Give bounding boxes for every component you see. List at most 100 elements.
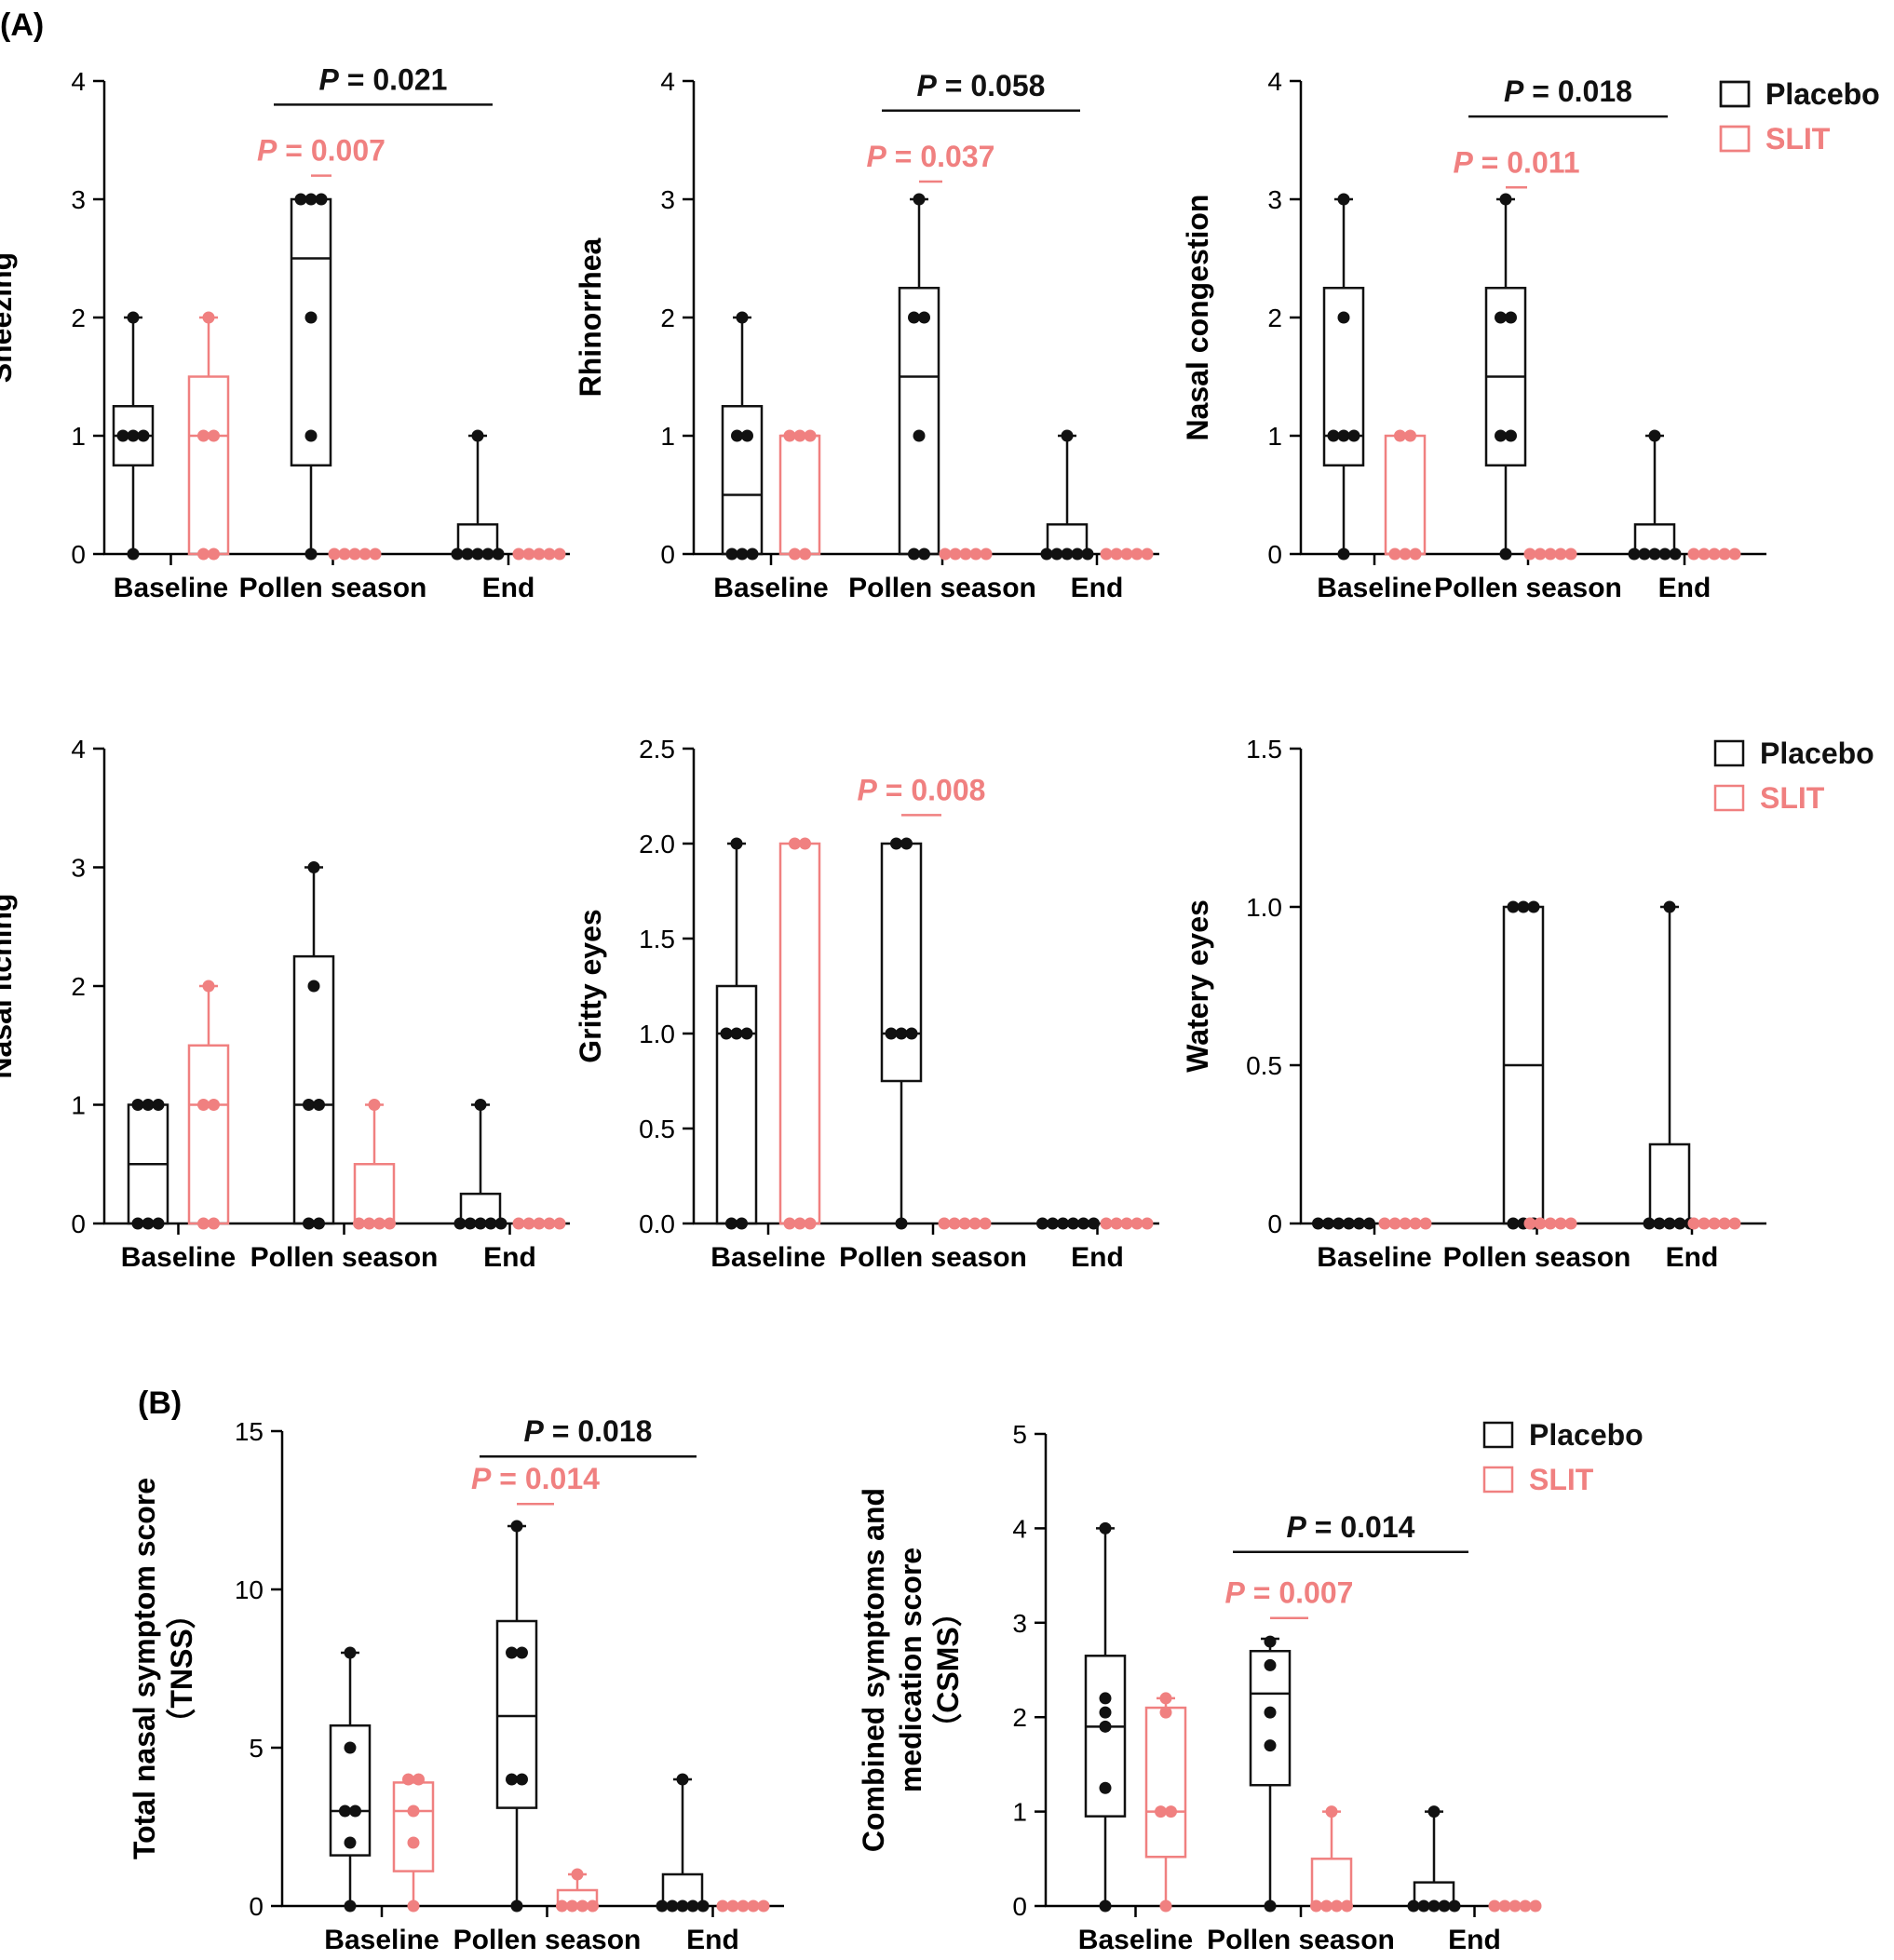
data-point: [1698, 1217, 1711, 1230]
x-tick-label: Baseline: [114, 573, 228, 603]
x-tick-label: End: [482, 573, 535, 603]
data-point: [303, 1217, 315, 1230]
data-point: [1141, 547, 1154, 561]
box-placebo-1: [1484, 193, 1527, 561]
data-point: [736, 311, 749, 324]
data-point: [571, 1868, 584, 1881]
data-point: [474, 1217, 487, 1230]
box-slit-0: [392, 1773, 435, 1913]
data-point: [1505, 311, 1517, 324]
data-point: [1653, 1217, 1666, 1230]
x-tick-label: Baseline: [1317, 1242, 1431, 1273]
box-slit-1: [328, 547, 382, 561]
data-point: [939, 547, 952, 561]
data-point: [1708, 547, 1721, 561]
data-point: [1081, 547, 1094, 561]
x-tick-label: Pollen season: [848, 573, 1036, 603]
data-point: [1088, 1217, 1100, 1230]
data-point: [736, 547, 749, 561]
data-point: [471, 547, 484, 561]
data-point: [895, 1217, 908, 1230]
y-axis-label-line: （CSMS）: [931, 1597, 965, 1742]
data-point: [1130, 1217, 1143, 1230]
box-iqr: [1084, 1655, 1127, 1818]
y-axis-label-line: Nasal itching: [0, 893, 18, 1078]
data-point: [918, 547, 930, 561]
x-tick-label: Pollen season: [839, 1242, 1027, 1273]
box-placebo-0: [1312, 1217, 1375, 1230]
data-point: [804, 1217, 817, 1230]
box-iqr: [292, 954, 335, 1225]
y-tick-label: 3: [1012, 1609, 1027, 1638]
data-point: [686, 1899, 699, 1913]
p-symbol: P: [867, 140, 887, 173]
data-point: [676, 1899, 689, 1913]
data-point: [913, 429, 926, 442]
y-tick-label: 5: [249, 1734, 264, 1763]
p-symbol: P: [1287, 1510, 1307, 1544]
x-tick-label: Baseline: [1317, 573, 1431, 603]
data-point: [512, 1217, 525, 1230]
box-iqr: [1322, 287, 1365, 466]
y-tick-label: 1: [71, 422, 86, 451]
data-point: [938, 1217, 951, 1230]
data-point: [1120, 1217, 1133, 1230]
box-iqr: [1384, 434, 1427, 556]
data-point: [197, 547, 210, 561]
data-point: [471, 429, 484, 442]
data-point: [979, 1217, 992, 1230]
data-point: [905, 1027, 918, 1040]
data-point: [1507, 900, 1520, 913]
data-point: [1077, 1217, 1089, 1230]
y-tick-label: 1: [1012, 1798, 1027, 1827]
data-point: [484, 1217, 497, 1230]
data-point: [197, 429, 210, 442]
legend-swatch-slit: [1719, 125, 1751, 153]
data-point: [373, 1217, 386, 1230]
data-point: [783, 1217, 796, 1230]
data-point: [152, 1217, 165, 1230]
data-point: [1331, 1899, 1343, 1913]
p-value: = 0.018: [544, 1414, 653, 1448]
y-tick-label: 1: [660, 422, 675, 451]
chart-gritty-eyes: 0.0 0.5 1.0 1.5 2.0 2.5 Baseline Pollen season E…: [574, 735, 1159, 1273]
panel-label-a: (A): [0, 7, 44, 43]
y-tick-label: 0: [1267, 1210, 1282, 1238]
x-tick-label: Baseline: [121, 1242, 236, 1273]
y-tick-label: 3: [71, 185, 86, 214]
box-slit-1: [1523, 1217, 1577, 1230]
data-point: [725, 547, 738, 561]
legend-swatch-placebo: [1713, 739, 1745, 767]
data-point: [407, 1899, 420, 1913]
data-point: [313, 1099, 325, 1111]
data-point: [1517, 900, 1530, 913]
legend-label-slit: SLIT: [1529, 1463, 1594, 1496]
box-placebo-1: [290, 193, 332, 561]
data-point: [1099, 1521, 1112, 1534]
y-tick-label: 0: [71, 540, 86, 569]
data-point: [789, 837, 801, 850]
data-point: [1544, 547, 1557, 561]
y-tick-label: 1.5: [1246, 735, 1282, 764]
data-point: [1341, 1899, 1353, 1913]
data-point: [1165, 1805, 1177, 1818]
data-point: [152, 1099, 165, 1111]
data-point: [402, 1773, 414, 1786]
p-value: = 0.007: [1245, 1576, 1354, 1610]
data-point: [789, 547, 801, 561]
box-iqr: [392, 1781, 435, 1872]
data-point: [1554, 1217, 1567, 1230]
data-point: [1337, 429, 1350, 442]
data-point: [461, 547, 474, 561]
data-point: [895, 1027, 908, 1040]
box-placebo-1: [1249, 1635, 1292, 1913]
data-point: [202, 311, 215, 324]
data-point: [492, 547, 505, 561]
x-tick-label: Pollen season: [250, 1242, 439, 1273]
data-point: [1404, 429, 1416, 442]
box-slit-2: [1100, 1217, 1154, 1230]
data-point: [1499, 193, 1512, 206]
data-point: [1327, 429, 1340, 442]
data-point: [1564, 547, 1577, 561]
data-point: [1320, 1899, 1333, 1913]
